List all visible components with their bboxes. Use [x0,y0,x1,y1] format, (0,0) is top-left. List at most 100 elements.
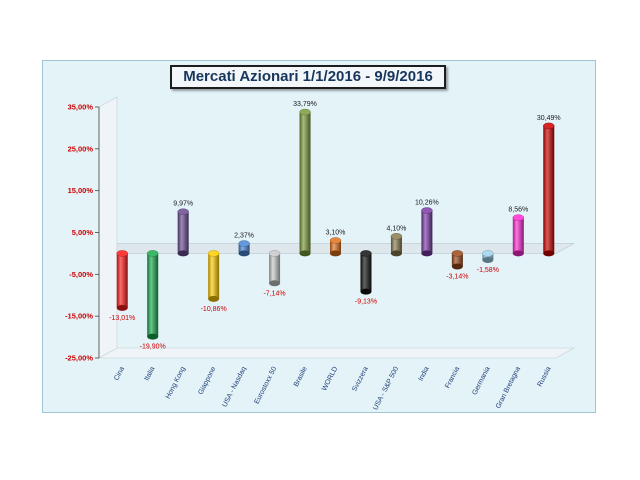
bar-bottom-cap [177,250,189,257]
bar-top-cap [543,122,555,130]
bar-1 [146,250,159,340]
bar-top-cap [390,233,403,240]
x-tick-label: Hong Kong [165,366,187,400]
bar-value-label: -1,58% [477,267,499,274]
bar-body [208,253,220,299]
bar-value-label: 3,10% [326,229,346,236]
bar-body [330,240,341,254]
bar-body [390,236,402,254]
bar-bottom-cap [360,288,372,295]
bar-body [482,253,494,261]
y-tick-label: 15,00% [68,186,94,195]
bar-4 [238,240,250,257]
bar-11 [451,250,464,270]
bar-7 [329,237,342,257]
bar-body [421,210,433,254]
bar-top-cap [146,250,159,257]
x-tick-label: Svizzera [351,366,369,393]
x-tick-label: Francia [444,366,461,390]
bar-value-label: 33,79% [293,101,317,108]
bar-top-cap [177,208,189,215]
x-tick-label: Brasile [293,366,309,388]
bar-value-label: -19,90% [140,344,166,351]
bar-12 [482,250,494,264]
bar-body [543,125,555,254]
x-tick-label: WORLD [321,366,339,392]
bar-bottom-cap [512,250,524,257]
bar-bottom-cap [543,250,555,257]
bar-layer [116,108,555,340]
bar-top-cap [238,240,250,247]
x-tick-label: Giappone [197,366,217,396]
y-tick-label: -5,00% [69,270,93,279]
bar-value-label: -3,14% [446,274,468,281]
bar-top-cap [207,250,220,257]
bar-top-cap [116,250,128,257]
axis-layer: 35,00% 25,00% 15,00% 5,00% -5,00% -15,00% -25,… [65,96,576,363]
bar-body [299,112,311,254]
x-tick-label: India [418,366,431,383]
bar-top-cap [299,108,311,116]
bar-value-label: -9,13% [355,299,377,306]
x-tick-label: Eurostoxx 50 [254,366,279,406]
bar-body [238,243,250,254]
bar-10 [421,207,433,257]
bar-bottom-cap [482,257,494,264]
bar-0 [116,250,128,311]
bar-value-label: 2,37% [234,233,254,240]
y-tick-label: -25,00% [65,354,93,363]
bar-top-cap [482,250,494,257]
bar-body [269,253,281,284]
bar-body [116,253,128,308]
x-tick-label: Russia [537,366,553,388]
bar-body [360,253,372,292]
bar-value-label: 9,97% [173,201,193,208]
bar-bottom-cap [147,333,159,340]
bar-body [147,253,159,337]
bar-2 [177,208,189,257]
bar-9 [390,233,403,257]
floor-plane [97,347,576,359]
x-tick-label: Gran Bretagna [495,366,522,410]
bar-value-label: 10,26% [415,199,439,206]
bar-14 [543,122,555,257]
bar-bottom-cap [116,304,128,311]
bar-top-cap [421,207,433,214]
bar-8 [360,250,372,295]
bar-bottom-cap [208,295,220,302]
x-tick-label: USA - Nasdaq [222,366,248,409]
bar-5 [268,250,281,287]
chart-title: Mercati Azionari 1/1/2016 - 9/9/2016 [170,65,446,89]
y-tick-label: -15,00% [65,312,93,321]
bar-value-label: 4,10% [387,225,407,232]
x-tick-label: USA - S&P 500 [372,366,400,412]
bar-value-label: -7,14% [263,290,285,297]
bar-value-label: 30,49% [537,115,561,122]
bar-bottom-cap [269,280,281,287]
x-tick-label: Cina [113,366,126,382]
bar-body [177,211,189,254]
bar-top-cap [268,250,281,257]
bar-bottom-cap [299,250,311,257]
bar-value-label: -10,86% [201,306,227,313]
bar-body [512,217,524,254]
y-tick-label: 25,00% [68,144,94,153]
y-tick-label: 5,00% [72,228,94,237]
bar-13 [512,214,524,257]
bar-value-label: -13,01% [109,315,135,322]
bar-bottom-cap [451,263,463,270]
x-tick-label: Germania [471,366,491,397]
y-tick-label: 35,00% [68,103,94,112]
bar-top-cap [451,250,464,257]
bar-6 [299,108,311,257]
bar-bottom-cap [390,250,402,257]
bar-bottom-cap [238,250,250,257]
bar-bottom-cap [330,250,341,257]
bar-3 [207,250,220,302]
bar-body [451,253,463,267]
bar-top-cap [360,250,372,257]
x-tick-label: Italia [144,366,157,382]
bar-bottom-cap [421,250,433,257]
bar-top-cap [512,214,524,221]
